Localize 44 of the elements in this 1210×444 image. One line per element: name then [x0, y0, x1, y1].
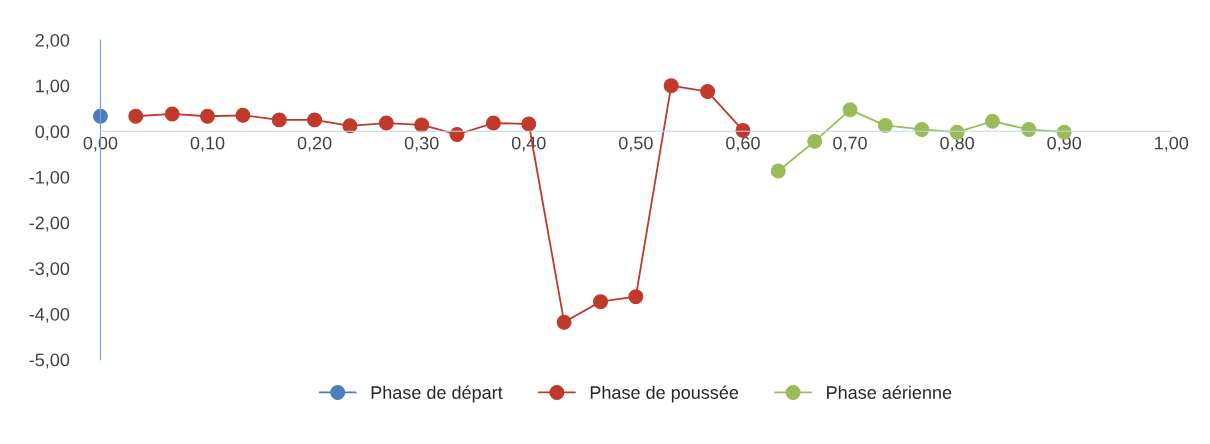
point	[984, 113, 1000, 129]
x-tick-label: 0,80	[940, 136, 974, 152]
point	[628, 289, 644, 305]
point	[663, 78, 679, 94]
point	[770, 163, 786, 179]
x-tick-label: 0,50	[618, 136, 653, 152]
point	[235, 107, 251, 123]
y-tick-label: 2,00	[35, 33, 70, 49]
point	[92, 108, 108, 124]
point	[914, 122, 930, 137]
y-tick-label: 0,00	[35, 125, 70, 141]
point	[164, 106, 180, 122]
legend-label: Phase de départ	[371, 385, 503, 403]
y-tick-label: -3,00	[29, 262, 70, 278]
x-tick-label: 0,60	[726, 136, 760, 152]
x-tick-label: 0,30	[404, 136, 439, 152]
point	[556, 314, 572, 330]
x-tick-label: 0,20	[297, 136, 332, 152]
x-tick-label: 0,10	[190, 136, 225, 152]
point	[414, 117, 430, 133]
legend-label: Phase de poussée	[590, 385, 739, 403]
point	[1021, 122, 1037, 137]
x-tick-label: 0,90	[1047, 136, 1082, 152]
y-tick-label: 1,00	[36, 79, 70, 95]
x-tick-label: 1,00	[1155, 136, 1189, 152]
y-tick-label: -2,00	[29, 216, 70, 232]
point	[700, 84, 716, 100]
y-tick-label: -5,00	[29, 353, 70, 369]
y-tick-label: -1,00	[29, 170, 70, 186]
x-tick-label: 0,70	[833, 136, 867, 152]
point	[593, 294, 608, 310]
point	[378, 115, 394, 131]
y-tick-label: -4,00	[29, 307, 70, 323]
point	[842, 102, 858, 118]
point	[521, 116, 537, 132]
point	[807, 133, 823, 149]
point	[307, 112, 323, 128]
point	[877, 117, 893, 133]
point	[200, 108, 215, 124]
legend-label: Phase aérienne	[827, 385, 952, 399]
point	[271, 112, 287, 128]
point	[128, 108, 144, 124]
point	[342, 118, 358, 134]
point	[485, 115, 501, 131]
